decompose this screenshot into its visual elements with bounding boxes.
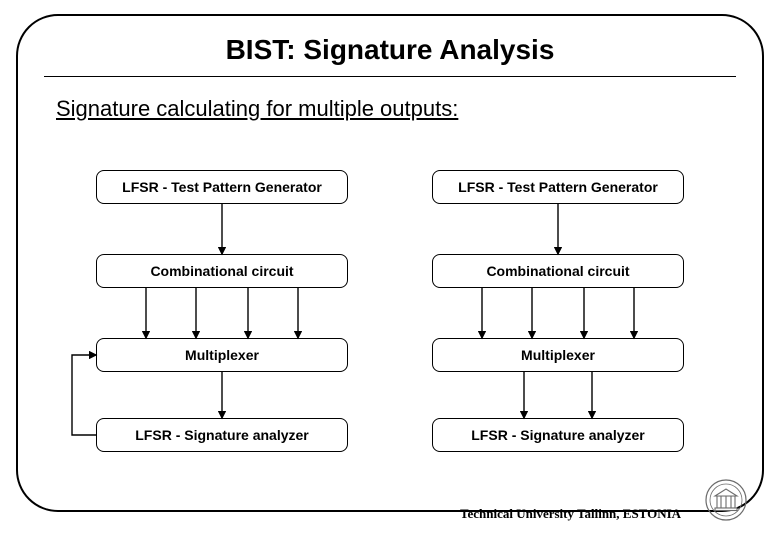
- right-lfsr-analyzer: LFSR - Signature analyzer: [432, 418, 684, 452]
- university-logo-icon: [704, 478, 748, 522]
- right-multiplexer: Multiplexer: [432, 338, 684, 372]
- left-combinational: Combinational circuit: [96, 254, 348, 288]
- left-lfsr-generator: LFSR - Test Pattern Generator: [96, 170, 348, 204]
- slide-title: BIST: Signature Analysis: [0, 34, 780, 66]
- title-underline: [44, 76, 736, 77]
- left-multiplexer: Multiplexer: [96, 338, 348, 372]
- footer-text: Technical University Tallinn, ESTONIA: [460, 506, 681, 522]
- right-lfsr-generator: LFSR - Test Pattern Generator: [432, 170, 684, 204]
- left-lfsr-analyzer: LFSR - Signature analyzer: [96, 418, 348, 452]
- right-combinational: Combinational circuit: [432, 254, 684, 288]
- slide-subtitle: Signature calculating for multiple outpu…: [56, 96, 458, 122]
